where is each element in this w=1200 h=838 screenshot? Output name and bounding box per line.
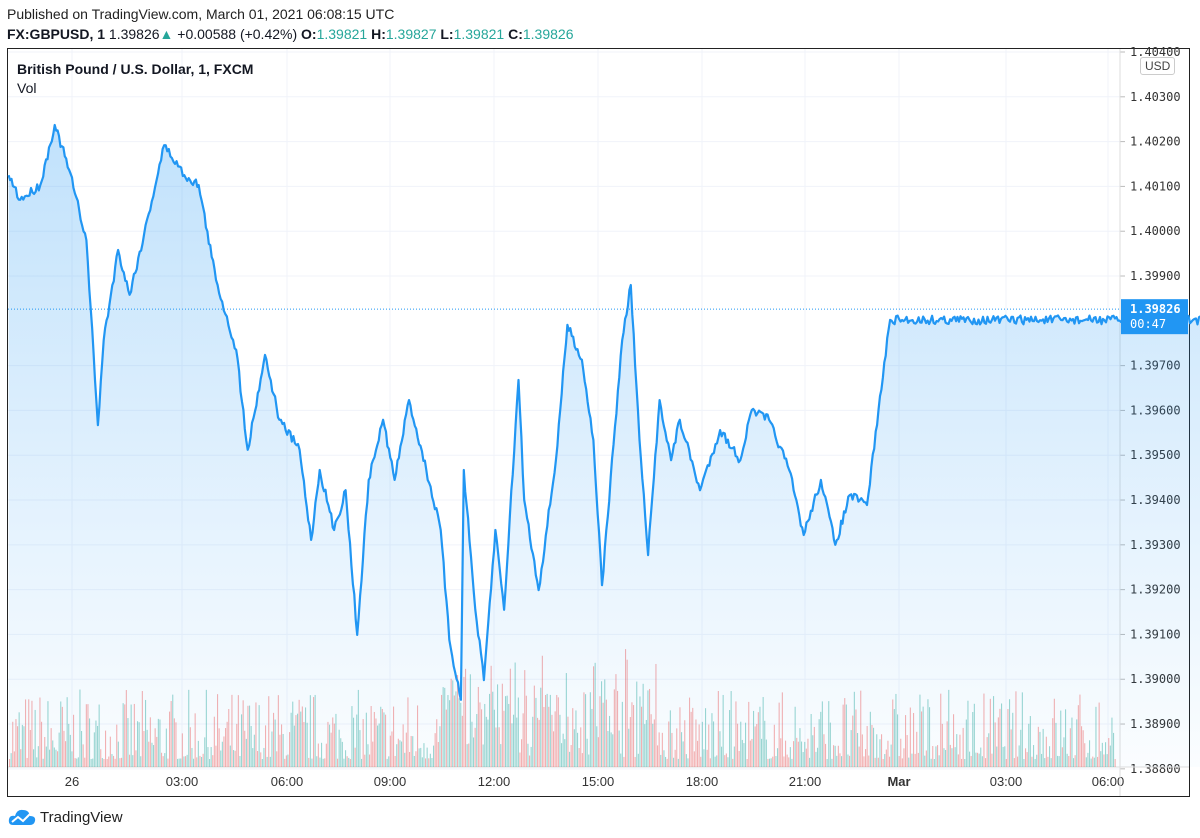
price-area (8, 125, 1200, 767)
y-tick-label: 1.40300 (1130, 90, 1181, 104)
x-tick-label: 06:00 (271, 774, 304, 789)
x-tick-label: 09:00 (374, 774, 407, 789)
price-tag-value: 1.39826 (1130, 302, 1181, 316)
symbol: FX:GBPUSD, 1 (7, 26, 106, 42)
x-tick-label: 21:00 (789, 774, 822, 789)
y-tick-label: 1.40000 (1130, 224, 1181, 238)
x-tick-label: Mar (887, 774, 910, 789)
high-value: 1.39827 (385, 26, 437, 42)
close-value: 1.39826 (522, 26, 574, 42)
change: +0.00588 (+0.42%) (177, 26, 298, 42)
brand-name: TradingView (40, 808, 123, 826)
x-tick-label: 03:00 (166, 774, 199, 789)
x-tick-label: 12:00 (478, 774, 511, 789)
close-label: C: (508, 26, 523, 42)
up-arrow-icon: ▲ (159, 26, 174, 42)
low-value: 1.39821 (453, 26, 505, 42)
price-tag-countdown: 00:47 (1130, 317, 1166, 331)
y-tick-label: 1.40100 (1130, 179, 1181, 193)
high-label: H: (371, 26, 386, 42)
y-tick-label: 1.40200 (1130, 135, 1181, 149)
price-tag (1121, 299, 1188, 335)
symbol-bar: FX:GBPUSD, 1 1.39826▲ +0.00588 (+0.42%) … (7, 26, 573, 42)
open-label: O: (301, 26, 317, 42)
y-tick-label: 1.40400 (1130, 45, 1181, 59)
price-line (7, 123, 1200, 701)
chart-title: British Pound / U.S. Dollar, 1, FXCM (17, 61, 254, 77)
last-price: 1.39826 (108, 26, 160, 42)
volume-label: Vol (17, 80, 37, 96)
x-tick-label: 06:00 (1092, 774, 1125, 789)
y-tick-label: 1.39900 (1130, 269, 1181, 283)
x-tick-label: 15:00 (582, 774, 615, 789)
open-value: 1.39821 (316, 26, 368, 42)
x-tick-label: 26 (65, 774, 79, 789)
tradingview-logo: TradingView (8, 808, 123, 826)
x-tick-label: 03:00 (990, 774, 1023, 789)
currency-button[interactable]: USD (1140, 57, 1176, 75)
low-label: L: (440, 26, 454, 42)
tradingview-cloud-icon (8, 809, 36, 825)
published-note: Published on TradingView.com, March 01, … (7, 6, 395, 22)
x-tick-label: 18:00 (686, 774, 719, 789)
